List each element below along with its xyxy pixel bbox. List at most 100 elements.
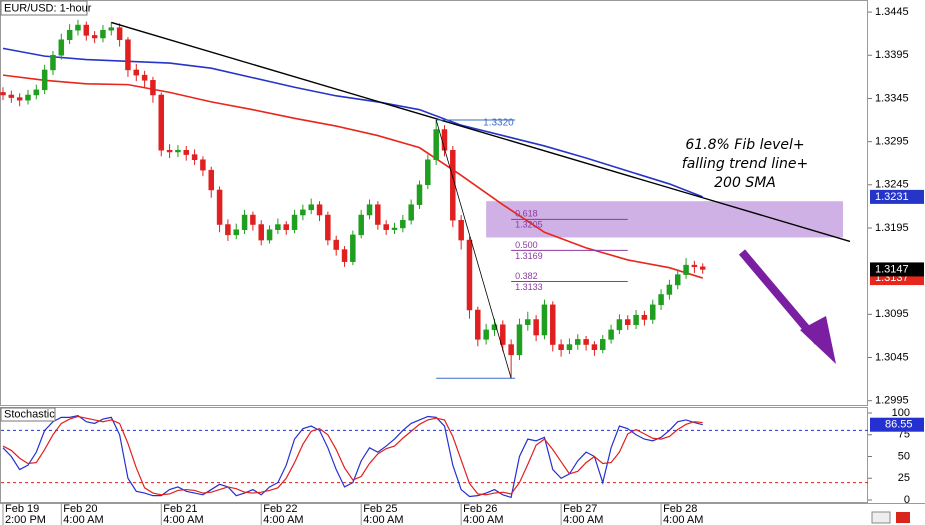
candle-body <box>691 264 698 268</box>
candle-body <box>366 204 373 216</box>
candle-body <box>633 314 639 325</box>
fib-ratio-label: 0.382 <box>515 271 538 281</box>
candle-body <box>641 314 648 320</box>
stochastic-title: Stochastic <box>4 408 55 420</box>
candle-body <box>250 214 256 225</box>
fib-price-label: 1.3169 <box>515 251 543 261</box>
y-tick-label: 1.3445 <box>875 6 909 18</box>
x-tick-time: 4:00 AM <box>563 514 603 525</box>
candle-body <box>466 239 473 311</box>
value-box-label: 86.55 <box>885 419 913 431</box>
candle-body <box>375 204 381 225</box>
candle-body <box>666 284 673 295</box>
price-box <box>870 189 924 204</box>
x-tick-time: 2:00 PM <box>5 514 46 525</box>
candle-body <box>116 27 123 40</box>
y-tick-label: 1.3245 <box>875 179 909 191</box>
fib-diagonal <box>435 119 512 379</box>
candle-body <box>508 344 514 356</box>
moving-average <box>2 74 703 279</box>
x-tick-date: Feb 26 <box>463 503 497 515</box>
candle-body <box>625 319 631 325</box>
candle-body <box>50 55 56 71</box>
x-tick-date: Feb 25 <box>363 503 397 515</box>
x-tick-date: Feb 19 <box>5 503 39 515</box>
x-tick-time: 4:00 AM <box>63 514 103 525</box>
settings-icon[interactable] <box>871 511 891 524</box>
candle-body <box>383 224 389 230</box>
stochastic-line <box>2 414 703 499</box>
candle-body <box>8 94 15 98</box>
candle-body <box>391 227 398 230</box>
candle-body <box>16 97 23 101</box>
candle-body <box>558 344 564 350</box>
candle-body <box>183 150 190 155</box>
candle-body <box>83 24 90 36</box>
candle-body <box>525 319 531 325</box>
candle-body <box>58 39 65 56</box>
candle-body <box>658 294 664 306</box>
candle-body <box>125 39 131 71</box>
fib-price-label: 1.3133 <box>515 282 543 292</box>
candle-body <box>491 324 498 331</box>
chart-title: EUR/USD: 1-hour <box>4 2 92 14</box>
close-icon[interactable] <box>896 512 910 523</box>
layer: 1.3445 1.3395 1.3345 1.3295 1.3245 1.3195 1.30… <box>0 6 924 525</box>
x-tick-time: 4:00 AM <box>163 514 203 525</box>
candle-body <box>699 266 706 270</box>
stochastic-panel <box>0 407 868 503</box>
candle-body <box>316 204 323 216</box>
fib-high-label: 1.3320 <box>483 118 514 129</box>
x-tick-time: 4:00 AM <box>663 514 703 525</box>
candle-body <box>600 339 606 350</box>
y-tick-label: 1.3195 <box>875 222 909 234</box>
candle-body <box>291 214 298 230</box>
candle-body <box>225 224 231 236</box>
candle-body <box>433 129 439 161</box>
x-tick-date: Feb 21 <box>163 503 197 515</box>
candle-body <box>341 249 348 262</box>
candle-body <box>25 94 31 101</box>
x-tick-time: 4:00 AM <box>363 514 403 525</box>
candle-body <box>133 69 140 76</box>
candle-body <box>66 29 73 40</box>
candle-body <box>275 224 281 230</box>
fib-ratio-label: 0.500 <box>515 240 538 250</box>
arrow-head <box>800 316 836 364</box>
title-box <box>0 0 88 16</box>
candle-body <box>100 29 106 39</box>
candle-body <box>533 319 539 336</box>
y-tick-label: 1.3045 <box>875 351 909 363</box>
annotation: 61.8% Fib level+ <box>685 137 804 153</box>
y-tick-label: 100 <box>892 407 910 419</box>
price-box <box>870 262 924 277</box>
y-tick-label: 1.2995 <box>875 395 909 407</box>
candle-body <box>483 329 489 340</box>
candle-body <box>41 69 48 91</box>
candle-body <box>216 189 223 225</box>
candle-body <box>416 184 423 205</box>
candle-body <box>425 159 431 186</box>
fib-ratio-label: 0.618 <box>515 209 538 219</box>
x-tick-date: Feb 20 <box>63 503 97 515</box>
candle-body <box>400 219 406 229</box>
candle-body <box>358 214 364 236</box>
y-tick-label: 25 <box>898 472 910 484</box>
candle-body <box>458 219 464 241</box>
candle-body <box>516 324 523 356</box>
candle-body <box>674 274 681 286</box>
candle-body <box>208 169 214 191</box>
candle-body <box>441 129 448 151</box>
y-tick-label: 1.3395 <box>875 49 909 61</box>
x-tick-date: Feb 27 <box>563 503 597 515</box>
y-tick-label: 1.3295 <box>875 136 909 148</box>
candle-body <box>175 150 181 153</box>
candle-body <box>616 319 623 331</box>
x-tick-time: 4:00 AM <box>463 514 503 525</box>
candle-body <box>583 339 589 345</box>
candle-body <box>283 224 289 230</box>
candle-body <box>141 74 148 81</box>
candle-body <box>408 204 414 221</box>
candle-body <box>591 344 598 350</box>
